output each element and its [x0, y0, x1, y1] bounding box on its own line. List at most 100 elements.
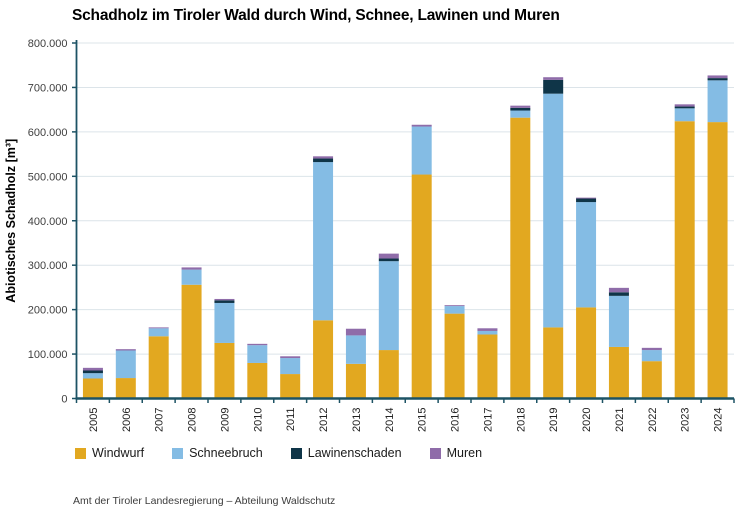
bar-2009-lawinenschaden: [214, 300, 235, 303]
bar-2007-muren: [148, 327, 169, 329]
bar-2024-muren: [707, 75, 728, 79]
y-axis-title: Abiotisches Schadholz [m³]: [4, 139, 18, 303]
bar-2016-schneebruch: [444, 306, 465, 314]
bar-2017-schneebruch: [477, 330, 498, 335]
footer-credit: Amt der Tiroler Landesregierung – Abteil…: [73, 495, 336, 507]
x-tick-label: 2017: [482, 408, 494, 432]
legend-swatch-windwurf: [75, 447, 86, 459]
bar-2008-muren: [181, 267, 202, 270]
x-tick-label: 2019: [548, 408, 560, 432]
legend-swatch-muren: [429, 447, 441, 459]
bar-2023-schneebruch: [674, 108, 695, 122]
x-tick-label: 2012: [318, 408, 330, 432]
bar-2014-muren: [378, 253, 399, 259]
bar-2020-muren: [576, 197, 597, 199]
legend-label-schneebruch: Schneebruch: [189, 446, 263, 460]
bar-2005-windwurf: [82, 378, 103, 399]
legend-label-muren: Muren: [446, 446, 483, 460]
bar-2024-schneebruch: [707, 80, 728, 123]
x-tick-label: 2007: [154, 408, 166, 432]
y-tick-label: 400.000: [28, 216, 68, 228]
y-tick-label: 200.000: [28, 305, 68, 317]
legend-swatch-schneebruch: [172, 447, 184, 459]
bar-2014-windwurf: [378, 350, 399, 399]
bar-2017-muren: [477, 328, 498, 331]
x-tick-label: 2009: [219, 408, 231, 432]
y-tick-label: 100.000: [28, 349, 68, 361]
legend-item-muren: Muren: [429, 446, 483, 460]
legend-item-lawinenschaden: Lawinenschaden: [290, 446, 402, 460]
x-tick-label: 2021: [614, 408, 626, 432]
bar-2013-muren: [345, 328, 366, 336]
bar-2011-windwurf: [280, 374, 301, 399]
bar-2015-windwurf: [411, 174, 432, 399]
x-tick-label: 2024: [713, 408, 725, 432]
y-tick-label: 800.000: [28, 38, 68, 50]
y-tick-label: 0: [61, 394, 67, 406]
bar-2019-schneebruch: [543, 93, 564, 328]
bar-2023-windwurf: [674, 121, 695, 399]
bar-2006-schneebruch: [115, 350, 136, 379]
bar-2010-schneebruch: [247, 345, 268, 363]
bar-2011-schneebruch: [280, 358, 301, 375]
bar-2007-schneebruch: [148, 328, 169, 337]
x-tick-label: 2010: [252, 408, 264, 432]
bar-2012-schneebruch: [313, 162, 334, 321]
bar-2010-muren: [247, 343, 268, 346]
x-tick-label: 2015: [417, 408, 429, 432]
bar-2022-schneebruch: [641, 350, 662, 362]
bar-2017-windwurf: [477, 334, 498, 399]
bar-2021-schneebruch: [608, 295, 629, 347]
bar-2018-muren: [510, 105, 531, 108]
legend-item-windwurf: Windwurf: [75, 446, 144, 460]
legend: Windwurf Schneebruch Lawinenschaden Mure…: [75, 446, 482, 460]
bar-2005-schneebruch: [82, 373, 103, 379]
legend-label-lawinenschaden: Lawinenschaden: [307, 446, 402, 460]
bar-2005-lawinenschaden: [82, 370, 103, 374]
x-tick-label: 2014: [384, 408, 396, 432]
bar-2012-muren: [313, 156, 334, 159]
x-tick-label: 2023: [680, 408, 692, 432]
bar-2022-windwurf: [641, 361, 662, 399]
bar-2006-windwurf: [115, 378, 136, 399]
bar-2019-windwurf: [543, 327, 564, 399]
bar-2015-schneebruch: [411, 126, 432, 175]
x-tick-label: 2022: [647, 408, 659, 432]
x-tick-label: 2013: [351, 408, 363, 432]
bar-2006-muren: [115, 349, 136, 351]
bar-2014-schneebruch: [378, 261, 399, 351]
y-tick-label: 700.000: [28, 82, 68, 94]
bar-2020-schneebruch: [576, 202, 597, 308]
bar-2008-schneebruch: [181, 269, 202, 285]
x-tick-label: 2011: [285, 408, 297, 432]
bar-2022-muren: [641, 347, 662, 351]
legend-item-schneebruch: Schneebruch: [172, 446, 263, 460]
bar-2018-windwurf: [510, 117, 531, 399]
bar-2016-muren: [444, 305, 465, 307]
bar-2018-lawinenschaden: [510, 107, 531, 111]
bar-2009-muren: [214, 298, 235, 301]
legend-label-windwurf: Windwurf: [92, 446, 145, 460]
x-tick-label: 2016: [450, 408, 462, 432]
bar-2013-schneebruch: [345, 335, 366, 364]
bar-2005-muren: [82, 367, 103, 371]
x-tick-label: 2018: [515, 408, 527, 432]
bar-2014-lawinenschaden: [378, 258, 399, 262]
bar-2019-lawinenschaden: [543, 79, 564, 94]
bar-2013-windwurf: [345, 363, 366, 399]
bar-2009-schneebruch: [214, 302, 235, 343]
x-tick-label: 2005: [88, 408, 100, 432]
bar-2024-lawinenschaden: [707, 78, 728, 81]
bar-2016-windwurf: [444, 313, 465, 399]
bar-2009-windwurf: [214, 342, 235, 399]
bar-2021-lawinenschaden: [608, 292, 629, 296]
bar-2024-windwurf: [707, 122, 728, 399]
bar-2020-windwurf: [576, 307, 597, 399]
bar-2011-muren: [280, 356, 301, 359]
x-tick-label: 2008: [187, 408, 199, 432]
x-tick-label: 2006: [121, 408, 133, 432]
x-tick-label: 2020: [581, 408, 593, 432]
bar-2023-muren: [674, 104, 695, 107]
